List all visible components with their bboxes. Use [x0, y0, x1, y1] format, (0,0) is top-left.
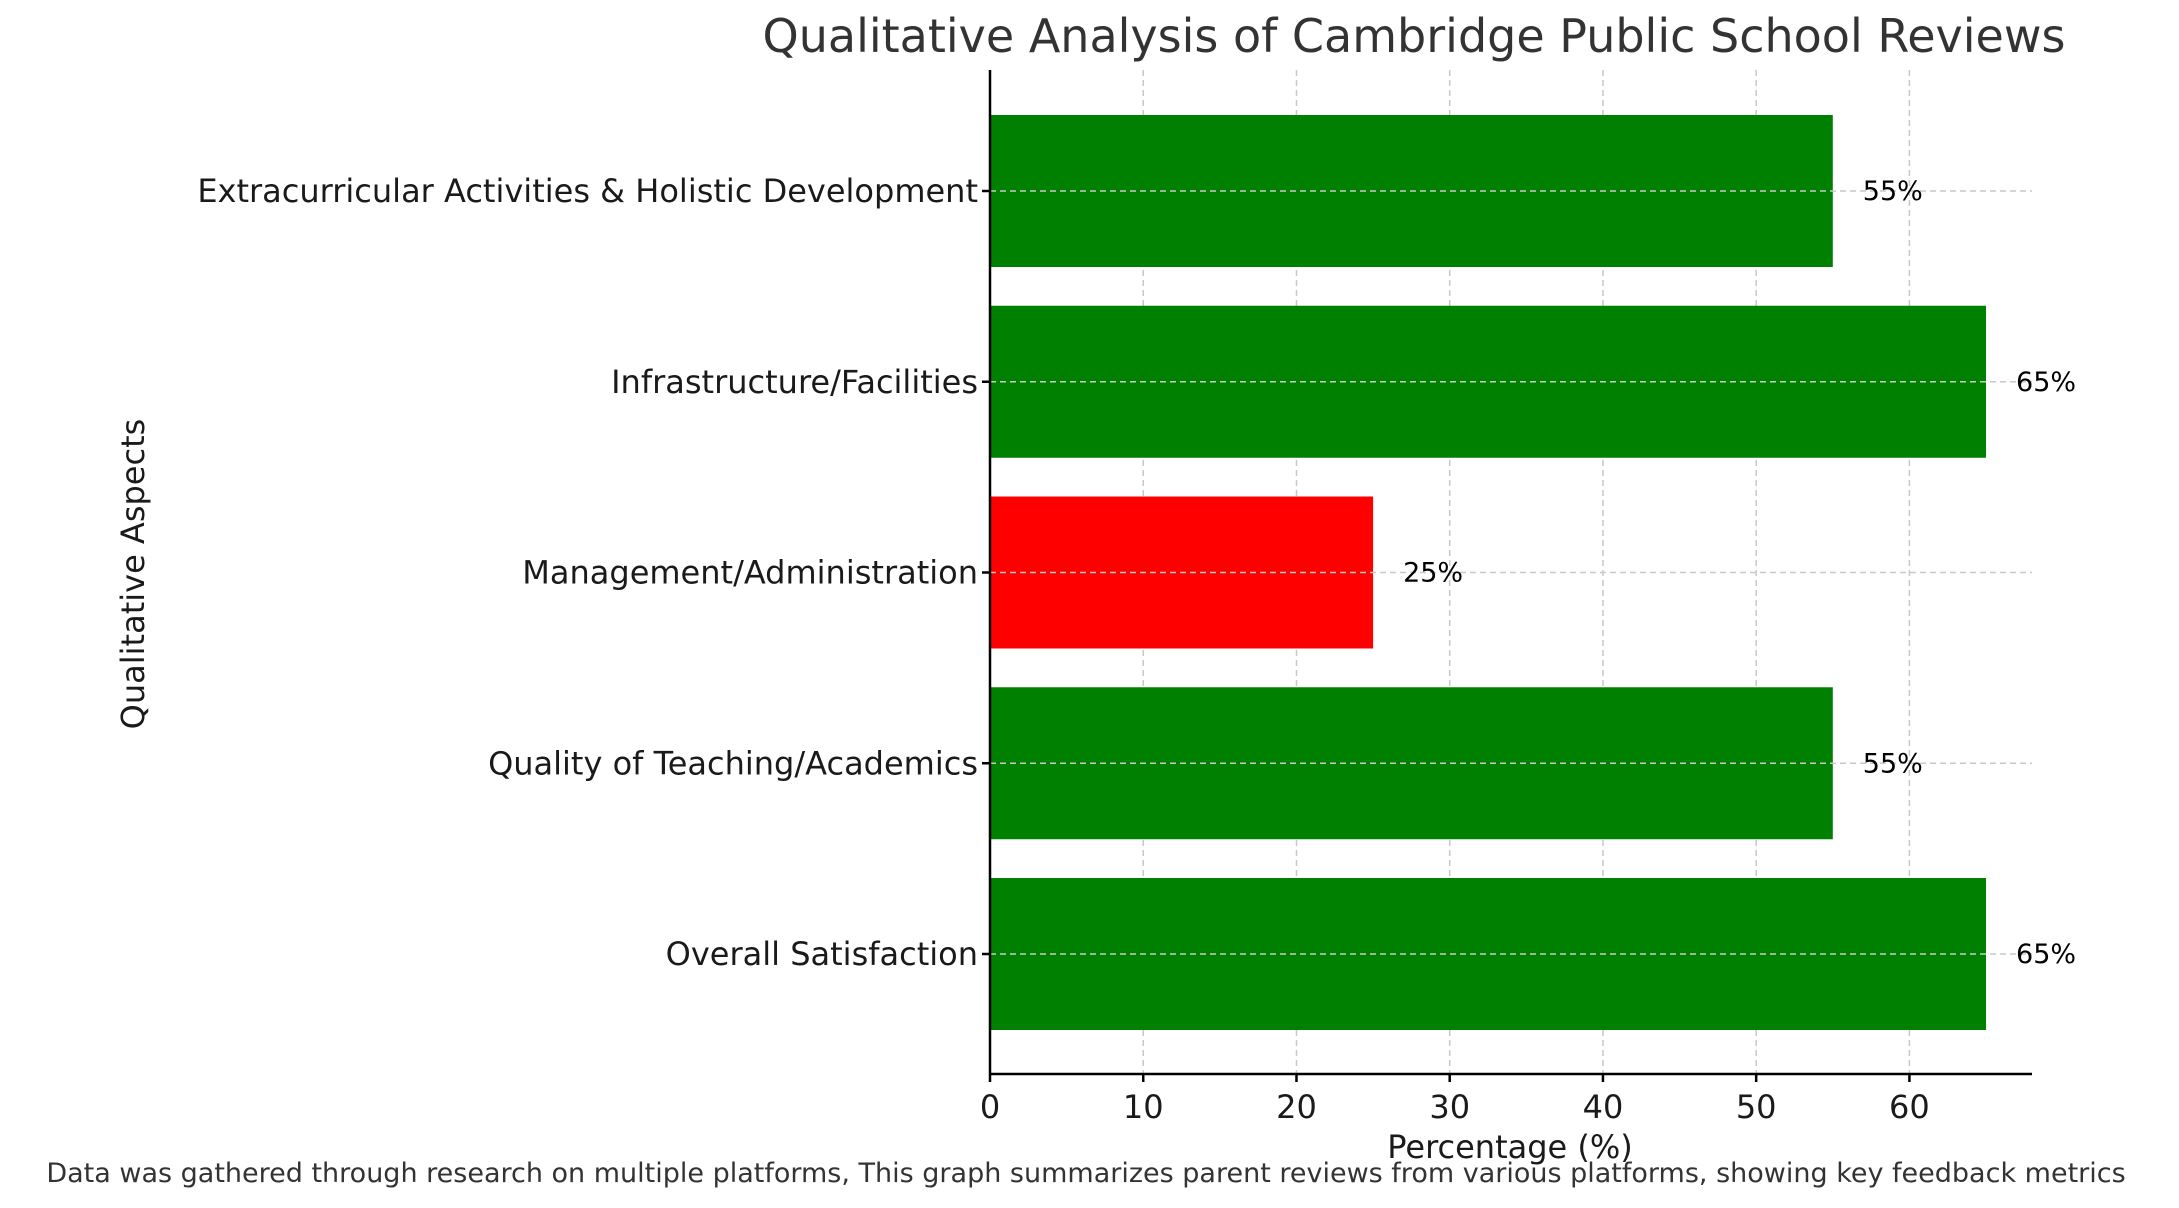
bar-value-label: 55%	[1863, 176, 1923, 207]
y-category-label: Management/Administration	[522, 554, 978, 592]
x-axis-label: Percentage (%)	[1387, 1128, 1633, 1166]
footnote: Data was gathered through research on mu…	[46, 1158, 2125, 1189]
x-tick-label: 20	[1276, 1088, 1317, 1126]
bar-value-label: 25%	[1403, 558, 1463, 589]
y-category-label: Infrastructure/Facilities	[611, 363, 978, 401]
bar-value-label: 55%	[1863, 748, 1923, 779]
chart-title: Qualitative Analysis of Cambridge Public…	[763, 9, 2066, 63]
y-category-label: Extracurricular Activities & Holistic De…	[197, 172, 978, 210]
x-tick-label: 60	[1889, 1088, 1930, 1126]
x-tick-label: 40	[1583, 1088, 1624, 1126]
x-tick-label: 50	[1736, 1088, 1777, 1126]
bar	[990, 305, 1987, 458]
x-tick-label: 30	[1429, 1088, 1470, 1126]
labels-layer: 0 10 20 30 40 50 60 Overall Satisfaction Quality…	[197, 172, 2076, 1126]
x-tick-label: 10	[1123, 1088, 1164, 1126]
x-tick-label: 0	[980, 1088, 1000, 1126]
y-category-label: Overall Satisfaction	[666, 935, 978, 973]
bar	[990, 878, 1987, 1030]
bar-value-label: 65%	[2016, 939, 2076, 970]
y-axis-label: Qualitative Aspects	[114, 419, 152, 730]
bars-layer	[990, 115, 1987, 1030]
y-category-label: Quality of Teaching/Academics	[488, 744, 978, 782]
axes-layer	[982, 70, 2032, 1082]
bar-value-label: 65%	[2016, 367, 2076, 398]
